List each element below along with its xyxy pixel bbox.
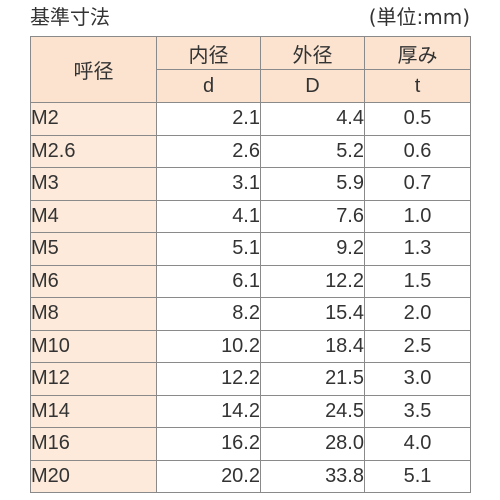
cell-inner: 12.2 bbox=[156, 362, 261, 396]
cell-size: M6 bbox=[30, 264, 157, 298]
table-body: M2 2.1 4.4 0.5 M2.6 2.6 5.2 0.6 M3 3.1 5… bbox=[30, 102, 471, 493]
cell-thickness: 0.6 bbox=[364, 134, 471, 168]
cell-size: M16 bbox=[30, 427, 157, 461]
cell-outer: 9.2 bbox=[260, 232, 365, 266]
cell-size: M10 bbox=[30, 329, 157, 363]
header-outer: 外径 bbox=[260, 36, 365, 70]
cell-size: M2 bbox=[30, 102, 157, 136]
cell-inner: 6.1 bbox=[156, 264, 261, 298]
table-row: M10 10.2 18.4 2.5 bbox=[30, 329, 471, 363]
cell-size: M8 bbox=[30, 297, 157, 331]
cell-outer: 7.6 bbox=[260, 199, 365, 233]
cell-size: M20 bbox=[30, 459, 157, 493]
cell-thickness: 1.3 bbox=[364, 232, 471, 266]
cell-thickness: 0.7 bbox=[364, 167, 471, 201]
table-row: M6 6.1 12.2 1.5 bbox=[30, 264, 471, 298]
cell-thickness: 2.0 bbox=[364, 297, 471, 331]
cell-outer: 33.8 bbox=[260, 459, 365, 493]
table-row: M20 20.2 33.8 5.1 bbox=[30, 459, 471, 493]
cell-thickness: 5.1 bbox=[364, 459, 471, 493]
table-row: M2.6 2.6 5.2 0.6 bbox=[30, 134, 471, 168]
cell-outer: 12.2 bbox=[260, 264, 365, 298]
dimension-table: 呼径 内径 外径 厚み d D t M2 2.1 4.4 0.5 M2.6 2.… bbox=[30, 36, 471, 493]
cell-outer: 21.5 bbox=[260, 362, 365, 396]
cell-inner: 4.1 bbox=[156, 199, 261, 233]
header-inner-symbol: d bbox=[156, 69, 261, 103]
table-row: M8 8.2 15.4 2.0 bbox=[30, 297, 471, 331]
cell-size: M14 bbox=[30, 394, 157, 428]
cell-inner: 20.2 bbox=[156, 459, 261, 493]
cell-inner: 3.1 bbox=[156, 167, 261, 201]
cell-size: M2.6 bbox=[30, 134, 157, 168]
header-inner: 内径 bbox=[156, 36, 261, 70]
cell-thickness: 4.0 bbox=[364, 427, 471, 461]
cell-size: M4 bbox=[30, 199, 157, 233]
cell-outer: 28.0 bbox=[260, 427, 365, 461]
cell-outer: 4.4 bbox=[260, 102, 365, 136]
cell-outer: 5.9 bbox=[260, 167, 365, 201]
header-row-symbols: d D t bbox=[31, 69, 471, 103]
cell-size: M3 bbox=[30, 167, 157, 201]
cell-thickness: 0.5 bbox=[364, 102, 471, 136]
header-outer-symbol: D bbox=[260, 69, 365, 103]
cell-inner: 2.6 bbox=[156, 134, 261, 168]
table-row: M5 5.1 9.2 1.3 bbox=[30, 232, 471, 266]
table-row: M16 16.2 28.0 4.0 bbox=[30, 427, 471, 461]
table-row: M2 2.1 4.4 0.5 bbox=[30, 102, 471, 136]
cell-outer: 24.5 bbox=[260, 394, 365, 428]
cell-inner: 14.2 bbox=[156, 394, 261, 428]
cell-size: M12 bbox=[30, 362, 157, 396]
cell-outer: 18.4 bbox=[260, 329, 365, 363]
cell-thickness: 1.5 bbox=[364, 264, 471, 298]
cell-inner: 10.2 bbox=[156, 329, 261, 363]
table-row: M3 3.1 5.9 0.7 bbox=[30, 167, 471, 201]
unit-label: (単位:mm) bbox=[368, 5, 470, 29]
cell-thickness: 2.5 bbox=[364, 329, 471, 363]
page-title: 基準寸法 bbox=[30, 5, 110, 29]
table-row: M4 4.1 7.6 1.0 bbox=[30, 199, 471, 233]
cell-thickness: 3.0 bbox=[364, 362, 471, 396]
cell-outer: 5.2 bbox=[260, 134, 365, 168]
cell-thickness: 1.0 bbox=[364, 199, 471, 233]
cell-inner: 16.2 bbox=[156, 427, 261, 461]
cell-inner: 2.1 bbox=[156, 102, 261, 136]
cell-outer: 15.4 bbox=[260, 297, 365, 331]
header-thickness: 厚み bbox=[364, 36, 471, 70]
cell-thickness: 3.5 bbox=[364, 394, 471, 428]
header-thickness-symbol: t bbox=[364, 69, 471, 103]
table-row: M12 12.2 21.5 3.0 bbox=[30, 362, 471, 396]
table-caption: 基準寸法 (単位:mm) bbox=[30, 2, 470, 34]
cell-size: M5 bbox=[30, 232, 157, 266]
cell-inner: 8.2 bbox=[156, 297, 261, 331]
cell-inner: 5.1 bbox=[156, 232, 261, 266]
header-nominal: 呼径 bbox=[30, 36, 157, 103]
table-row: M14 14.2 24.5 3.5 bbox=[30, 394, 471, 428]
header-row-names: 呼径 内径 外径 厚み bbox=[30, 36, 471, 103]
